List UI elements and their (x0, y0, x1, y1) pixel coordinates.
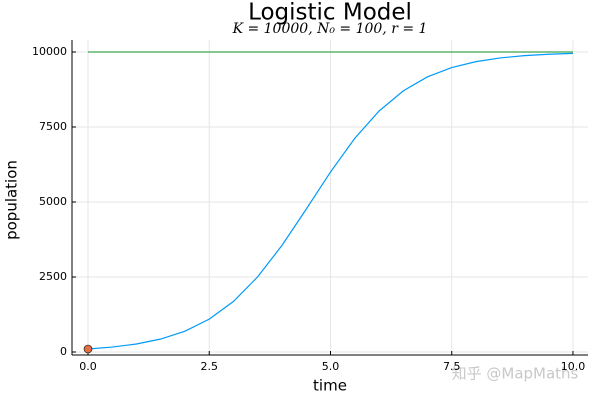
y-tick-label: 5000 (39, 195, 67, 208)
y-tick-label: 0 (60, 345, 67, 358)
x-tick-label: 2.5 (200, 360, 218, 373)
data-point (83, 344, 93, 354)
y-tick-label: 2500 (39, 270, 67, 283)
x-tick-label: 10.0 (561, 360, 586, 373)
x-tick-label: 7.5 (443, 360, 461, 373)
y-tick-label: 7500 (39, 120, 67, 133)
x-tick-label: 5.0 (322, 360, 340, 373)
y-axis-label: population (3, 160, 21, 240)
chart-title: Logistic Model (248, 0, 412, 26)
data-line (87, 52, 573, 350)
x-axis-label: time (313, 377, 347, 395)
x-tick-label: 0.0 (79, 360, 97, 373)
chart-subtitle: K = 10000, N₀ = 100, r = 1 (232, 21, 428, 37)
watermark: 知乎 @MapMaths (452, 365, 579, 383)
y-tick-label: 10000 (32, 45, 67, 58)
